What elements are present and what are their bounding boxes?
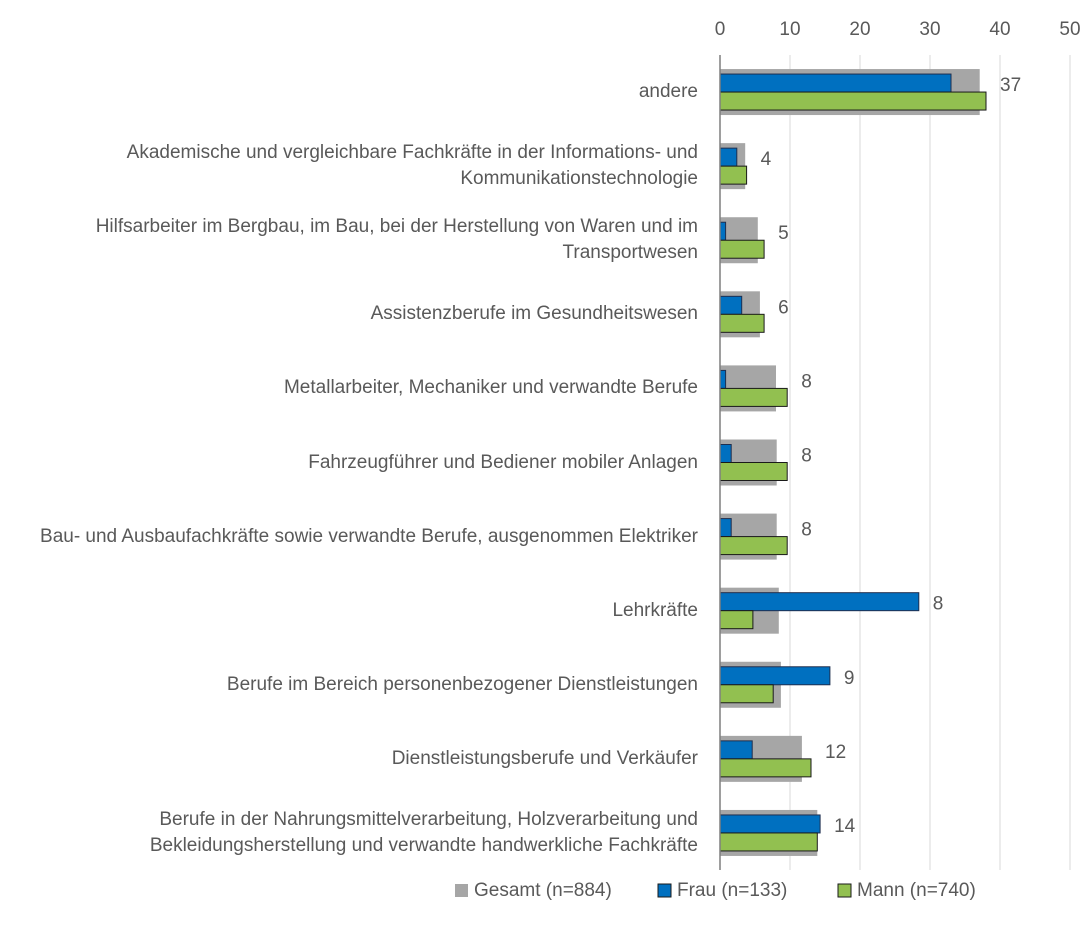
legend-swatch (455, 884, 468, 897)
y-tick-label: Akademische und vergleichbare Fachkräfte… (126, 142, 698, 190)
bar (719, 832, 818, 852)
bar (719, 740, 753, 760)
data-label: 8 (801, 520, 812, 541)
y-tick-label: Berufe im Bereich personenbezogener Dien… (226, 673, 698, 695)
y-tick-label: Dienstleistungsberufe und Verkäufer (391, 747, 698, 769)
bar (719, 684, 774, 704)
bar (719, 369, 727, 389)
bar (719, 313, 765, 333)
y-tick-label: Berufe in der Nahrungsmittelverarbeitung… (149, 808, 698, 856)
data-label: 9 (844, 668, 855, 689)
x-tick-label: 40 (989, 19, 1010, 40)
bar (719, 387, 788, 407)
legend-swatch (837, 883, 852, 898)
bar (719, 518, 732, 538)
bar (719, 147, 738, 167)
data-label: 12 (825, 742, 846, 763)
x-tick-label: 30 (919, 19, 940, 40)
y-tick-label: Bau- und Ausbaufachkräfte sowie verwandt… (40, 525, 698, 547)
x-tick-label: 10 (779, 19, 800, 40)
bar (719, 814, 821, 834)
data-label: 37 (1000, 75, 1021, 96)
bar (719, 758, 812, 778)
legend-label: Frau (n=133) (677, 880, 787, 901)
x-tick-label: 0 (715, 19, 726, 40)
y-tick-label: Hilfsarbeiter im Bergbau, im Bau, bei de… (95, 216, 698, 264)
data-label: 5 (778, 223, 789, 244)
bar (719, 295, 743, 315)
x-tick-label: 20 (849, 19, 870, 40)
bar (719, 91, 987, 111)
bar (719, 666, 831, 686)
data-label: 8 (801, 446, 812, 467)
bar (719, 592, 920, 612)
y-tick-label: Metallarbeiter, Mechaniker und verwandte… (283, 377, 698, 399)
bar (719, 165, 748, 185)
data-label: 8 (933, 594, 944, 615)
legend-label: Mann (n=740) (857, 880, 976, 901)
bar (719, 239, 765, 259)
data-label: 14 (834, 816, 856, 837)
y-tick-label: andere (638, 81, 698, 103)
bar (719, 610, 754, 630)
data-label: 4 (761, 149, 772, 170)
data-label: 6 (778, 297, 789, 318)
bar (719, 444, 732, 463)
x-tick-label: 50 (1059, 19, 1080, 40)
y-tick-label: Assistenzberufe im Gesundheitswesen (370, 303, 698, 325)
bar (719, 221, 727, 241)
legend-label: Gesamt (n=884) (474, 880, 612, 901)
bar (719, 462, 788, 481)
legend-swatch (657, 883, 672, 898)
y-tick-label: Fahrzeugführer und Bediener mobiler Anla… (308, 451, 698, 473)
bar (719, 536, 788, 556)
bar (719, 73, 952, 93)
data-label: 8 (801, 371, 812, 392)
y-tick-label: Lehrkräfte (612, 599, 698, 621)
